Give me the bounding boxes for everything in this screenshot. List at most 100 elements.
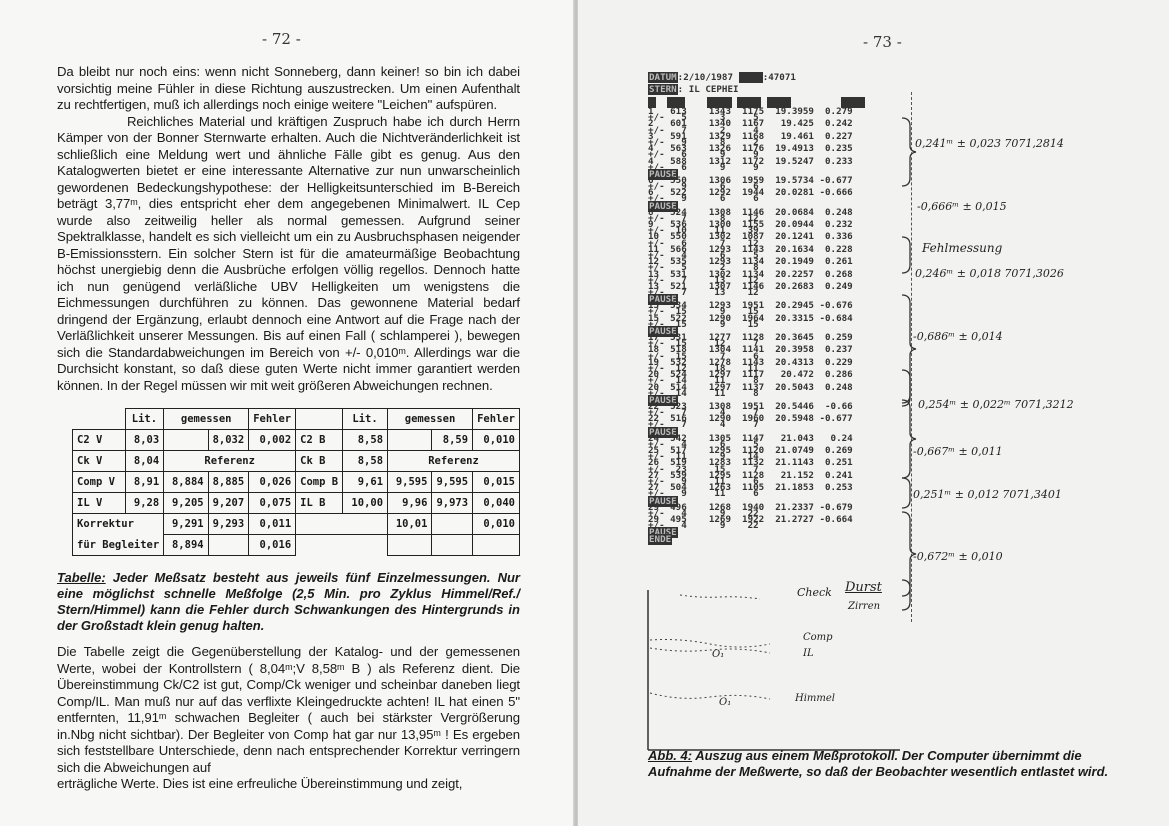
printout-record-deviation: +/- 9 6 6 (648, 193, 759, 205)
cell: für Begleiter (71, 534, 165, 556)
cell: Ck B (295, 450, 344, 472)
paragraph: erträgliche Werte. Dies ist eine erfreul… (57, 776, 463, 791)
caption-label: Tabelle: (57, 570, 106, 585)
printout-record-deviation: +/- 9 8 2 (648, 136, 759, 148)
marker-label: PAUSE (648, 527, 678, 539)
handwritten-brackets (647, 117, 917, 751)
table-caption: Tabelle: Jeder Meßsatz besteht aus jewei… (57, 570, 520, 634)
printout-record: 4 563 1326 1176 19.4913 0.235 (648, 143, 853, 155)
printout-record-deviation: +/- 14 11 8 (648, 387, 759, 399)
cell: 0,010 (472, 513, 520, 535)
printout-record: 2 601 1340 1167 19.425 0.242 (648, 118, 853, 130)
annotation: 0,241ᵐ ± 0,023 7071,2814 (915, 137, 1064, 150)
sketch-label-o1: O₁ (719, 697, 732, 708)
printout-record: 13 521 1307 1146 20.2683 0.249 (648, 280, 853, 292)
cell: Comp V (72, 471, 126, 493)
printout-record: 1 613 1343 1175 19.3959 0.279 (648, 106, 853, 117)
table-row: C2 V 8,03 8,032 0,002 C2 B 8,58 8,59 0,0… (72, 429, 520, 451)
cell: 8,032 (207, 429, 250, 451)
header-cell: gemessen (387, 408, 474, 430)
cell: C2 B (295, 429, 344, 451)
sketch-label-zirren: Zirren (848, 601, 881, 612)
printout-record: 26 519 1283 1132 21.1143 0.251 (648, 457, 853, 469)
printout-record: 9 536 1300 1155 20.0944 0.232 (648, 219, 853, 230)
printout-pause-marker: PAUSE (648, 495, 913, 507)
printout-record-deviation: +/- 7 4 7 (648, 419, 759, 431)
printout-record-deviation: +/- 6 7 12 (648, 237, 759, 249)
printout-date-line: DATUM:2/10/1987 :47071 (648, 72, 913, 84)
printout-record-deviation: +/- 7 13 12 (648, 287, 759, 299)
cell: 0,040 (472, 492, 520, 514)
printout-record: 27 539 1295 1128 21.152 0.241 (648, 469, 853, 481)
printout-record: 24 542 1305 1147 21.043 0.24 (648, 432, 853, 444)
cell: 0,011 (248, 513, 297, 535)
page-number: - 73 - (863, 33, 902, 51)
printout-record: 15 522 1290 1964 20.3315 -0.684 (648, 312, 853, 324)
cell: 0,015 (472, 471, 520, 493)
cell: Referenz (387, 450, 520, 472)
printout-record-deviation: +/- 14 11 8 (648, 375, 759, 387)
cell: 0,002 (248, 429, 297, 451)
cell: IL V (72, 492, 126, 514)
header-cell: Lit. (342, 408, 389, 430)
left-page-content: Da bleibt nur noch eins: wenn nicht Sonn… (57, 64, 520, 793)
cell: 8,04 (124, 450, 165, 472)
cell: 0,010 (472, 429, 520, 451)
brace-icon (901, 236, 911, 274)
star-label: STERN (648, 84, 678, 95)
table-row-correction: für Begleiter 8,894 0,016 (71, 534, 520, 556)
cell: 9,595 (387, 471, 433, 493)
cell: C2 V (72, 429, 126, 451)
printout-record: 15 534 1293 1951 20.2945 -0.676 (648, 300, 853, 312)
brace-icon (901, 369, 911, 407)
date-value: :2/10/1987 (677, 72, 733, 83)
page-number: - 72 - (262, 30, 301, 48)
printout-pause-marker: PAUSE (648, 168, 913, 180)
header-cell: gemessen (163, 408, 250, 430)
brace-icon (901, 294, 917, 404)
printout-record: 8 524 1308 1146 20.0684 0.248 (648, 206, 853, 218)
cell: 0,026 (248, 471, 297, 493)
brace-icon (901, 117, 917, 187)
printout-record-deviation: +/- 23 15 7 (648, 463, 759, 475)
sketch-label-il: IL (803, 648, 814, 659)
cell: 8,59 (431, 429, 474, 451)
printout-record-deviation: +/- 15 12 7 (648, 338, 759, 350)
printout-record-deviation: +/- 6 9 9 (648, 161, 759, 173)
cell: 8,03 (124, 429, 165, 451)
printout-record-deviation: +/- 5 3 5 (648, 112, 759, 124)
printout-pause-marker: PAUSE (648, 294, 913, 306)
cell: 9,207 (207, 492, 250, 514)
cell (387, 429, 433, 451)
annotation: 0,251ᵐ ± 0,012 7071,3401 (913, 488, 1062, 501)
table-row-correction: Korrektur 9,291 9,293 0,011 10,01 0,010 (71, 513, 520, 535)
printout-record-deviation: +/- 7 13 12 (648, 274, 759, 286)
header-cell: Fehler (248, 408, 297, 430)
printout-end-marker: ENDE (648, 534, 913, 546)
printout-pause-marker: PAUSE (648, 394, 913, 406)
printout-record-deviation: +/- 4 9 22 (648, 507, 759, 519)
printout-record: 10 550 1302 1087 20.1241 0.336 (648, 231, 853, 243)
cell: 8,884 (163, 471, 209, 493)
sketch-label-check: Check (797, 586, 832, 599)
printout-record: 27 504 1263 1105 21.1853 0.253 (648, 482, 853, 494)
star-value: : IL CEPHEI (677, 84, 739, 95)
printout-record-deviation: +/- 5 2 8 (648, 262, 759, 274)
right-page: - 73 - (578, 0, 1169, 826)
annotation: 0,246ᵐ ± 0,018 7071,3026 (915, 267, 1064, 280)
marker-label: PAUSE (648, 426, 678, 438)
brace-icon (901, 399, 917, 479)
figure-caption: Abb. 4: Auszug aus einem Meßprotokoll. D… (648, 748, 1118, 780)
cell: 9,96 (387, 492, 433, 514)
printout-record-deviation: +/- 12 18 11 (648, 362, 759, 374)
cell: 9,293 (207, 513, 250, 535)
table-row: Comp V 8,91 8,884 8,885 0,026 Comp B 9,6… (72, 471, 520, 493)
cell: Ck V (72, 450, 126, 472)
table-row: Ck V 8,04 Referenz Ck B 8,58 Referenz (72, 450, 520, 472)
printout-record-deviation: +/- 4 6 5 (648, 438, 759, 450)
caption-text: Auszug aus einem Meßprotokoll. Der Compu… (648, 748, 1109, 779)
date-label: DATUM (648, 72, 678, 83)
cell: 8,58 (342, 429, 389, 451)
cell: 10,00 (342, 492, 389, 514)
